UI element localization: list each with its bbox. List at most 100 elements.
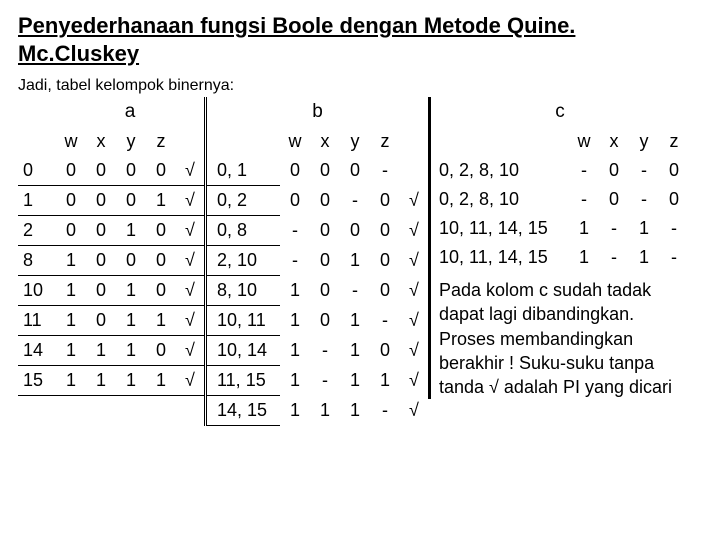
cell: 0 — [310, 216, 340, 246]
cell: 0 — [370, 186, 400, 216]
cell: 1 — [340, 396, 370, 426]
table-row: 10, 11, 14, 151-1- — [431, 214, 689, 243]
cell: 1 — [340, 246, 370, 276]
table-row: 101010√ — [18, 276, 204, 306]
cell: 14 — [18, 336, 56, 366]
cell: 0 — [56, 216, 86, 246]
cell: 10, 11 — [206, 306, 281, 336]
cell: 2 — [18, 216, 56, 246]
cell: 1 — [86, 336, 116, 366]
table-row: 2, 10-010√ — [206, 246, 429, 276]
cell: 1 — [280, 306, 310, 336]
col-y: y — [340, 127, 370, 156]
cell: 0 — [370, 336, 400, 366]
cell: - — [569, 185, 599, 214]
cell: - — [599, 243, 629, 272]
cell: 1 — [310, 396, 340, 426]
cell: 0 — [310, 246, 340, 276]
cell: - — [629, 156, 659, 185]
cell: - — [340, 276, 370, 306]
cell: 1 — [146, 186, 176, 216]
cell: 0 — [146, 216, 176, 246]
label-c: c — [431, 97, 689, 127]
cell: - — [599, 214, 629, 243]
cell: 10, 14 — [206, 336, 281, 366]
cell: - — [370, 306, 400, 336]
cell: 1 — [56, 336, 86, 366]
tables-container: a w x y z 00000√ 10001√ 20010√ 81000√ 10… — [18, 97, 702, 426]
cell: - — [569, 156, 599, 185]
cell: 1 — [629, 214, 659, 243]
cell: 0 — [310, 276, 340, 306]
col-x: x — [599, 127, 629, 156]
cell: 0 — [310, 186, 340, 216]
check-icon: √ — [400, 186, 428, 216]
cell: 1 — [56, 306, 86, 336]
cell: 1 — [340, 366, 370, 396]
table-row: 0, 2, 8, 10-0-0 — [431, 185, 689, 214]
cell: 1 — [280, 276, 310, 306]
cell: 0 — [56, 186, 86, 216]
check-icon: √ — [176, 246, 204, 276]
cell: 1 — [629, 243, 659, 272]
col-z: z — [659, 127, 689, 156]
check-icon: √ — [400, 276, 428, 306]
cell: 1 — [340, 336, 370, 366]
cell: 1 — [116, 366, 146, 396]
cell: 15 — [18, 366, 56, 396]
cell: 0 — [18, 156, 56, 186]
cell: 0 — [146, 336, 176, 366]
cell: - — [629, 185, 659, 214]
col-z: z — [370, 127, 400, 156]
cell: 1 — [18, 186, 56, 216]
table-row: 14, 15111-√ — [206, 396, 429, 426]
cell: 10 — [18, 276, 56, 306]
table-b-header: w x y z — [206, 127, 429, 156]
cell: 1 — [340, 306, 370, 336]
col-y: y — [116, 127, 146, 156]
check-icon: √ — [400, 306, 428, 336]
check-icon: √ — [400, 336, 428, 366]
note-text: Pada kolom c sudah tadak dapat lagi diba… — [431, 272, 689, 399]
check-icon: √ — [400, 246, 428, 276]
col-z: z — [146, 127, 176, 156]
cell: 10, 11, 14, 15 — [431, 214, 569, 243]
table-row: 141110√ — [18, 336, 204, 366]
cell: 1 — [370, 366, 400, 396]
cell: - — [340, 186, 370, 216]
cell: 1 — [116, 336, 146, 366]
cell: 0, 1 — [206, 156, 281, 186]
cell: 0 — [116, 186, 146, 216]
cell: 1 — [146, 306, 176, 336]
table-row: 10, 11, 14, 151-1- — [431, 243, 689, 272]
cell: 0 — [599, 156, 629, 185]
cell: 1 — [116, 216, 146, 246]
table-a-header: w x y z — [18, 127, 204, 156]
cell: 0 — [310, 156, 340, 186]
cell: 0 — [116, 246, 146, 276]
col-x: x — [310, 127, 340, 156]
cell: 0 — [146, 276, 176, 306]
cell: 0 — [86, 246, 116, 276]
check-icon: √ — [400, 396, 428, 426]
cell: 11 — [18, 306, 56, 336]
cell: - — [659, 243, 689, 272]
cell: 0 — [310, 306, 340, 336]
table-row: 0, 200-0√ — [206, 186, 429, 216]
table-row: 10001√ — [18, 186, 204, 216]
check-icon: √ — [176, 156, 204, 186]
table-row: 111011√ — [18, 306, 204, 336]
subtitle-text: Jadi, tabel kelompok binernya: — [18, 77, 702, 95]
table-row: 10, 141-10√ — [206, 336, 429, 366]
cell: - — [280, 216, 310, 246]
col-x: x — [86, 127, 116, 156]
cell: 1 — [280, 396, 310, 426]
check-icon: √ — [176, 276, 204, 306]
check-icon: √ — [176, 366, 204, 396]
table-row: 0, 1000- — [206, 156, 429, 186]
cell: 1 — [569, 243, 599, 272]
cell: 1 — [116, 306, 146, 336]
table-row: 00000√ — [18, 156, 204, 186]
table-row: 8, 1010-0√ — [206, 276, 429, 306]
table-c-header: w x y z — [431, 127, 689, 156]
